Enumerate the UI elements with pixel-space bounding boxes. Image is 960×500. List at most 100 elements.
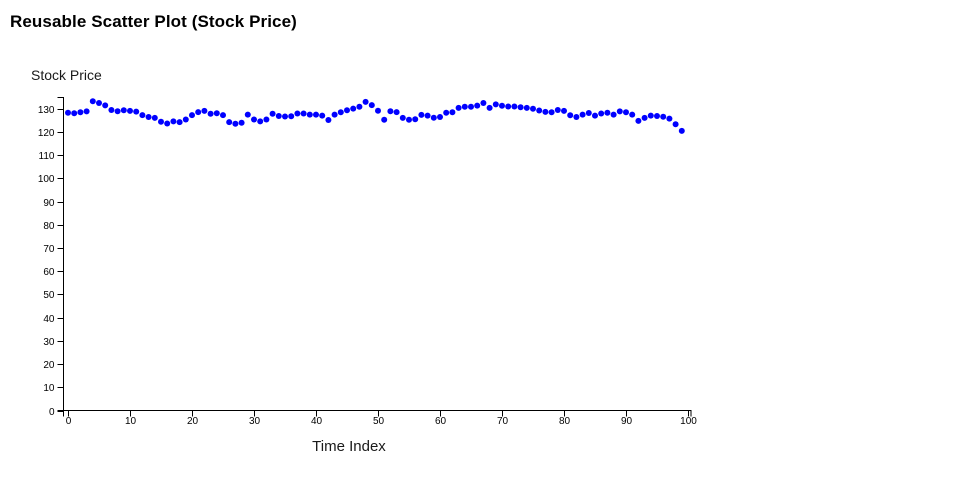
chart-title: Reusable Scatter Plot (Stock Price)	[10, 12, 297, 31]
data-point	[412, 116, 419, 123]
data-point	[139, 112, 146, 119]
data-point	[623, 109, 629, 116]
data-point	[133, 108, 140, 115]
data-point	[511, 103, 518, 110]
y-tick-label: 70	[43, 244, 55, 255]
y-tick-label: 130	[38, 105, 55, 116]
data-point	[654, 113, 660, 119]
data-point	[492, 101, 499, 108]
y-axis-title: Stock Price	[31, 67, 102, 83]
data-point	[418, 111, 425, 118]
data-point	[554, 107, 561, 113]
data-point	[579, 111, 586, 118]
data-point	[164, 120, 171, 127]
data-point	[362, 98, 369, 105]
y-tick-label: 20	[43, 360, 55, 371]
data-point	[251, 116, 257, 123]
x-tick-label: 100	[680, 416, 697, 427]
data-point	[226, 119, 233, 126]
data-point	[306, 111, 313, 118]
data-point	[592, 112, 598, 119]
data-point	[647, 112, 654, 119]
data-point	[151, 114, 158, 121]
data-point	[114, 108, 121, 115]
data-point	[437, 114, 443, 120]
data-point	[480, 100, 487, 106]
data-point	[468, 103, 474, 110]
x-axis-line	[63, 410, 692, 417]
data-point	[660, 113, 667, 120]
data-point	[158, 118, 164, 125]
data-point	[96, 100, 102, 106]
x-tick-label: 90	[621, 416, 633, 427]
data-point	[598, 110, 605, 117]
data-point	[350, 105, 357, 112]
data-point	[182, 116, 189, 123]
data-point	[83, 108, 90, 115]
data-point	[561, 107, 567, 114]
data-point	[325, 117, 332, 123]
data-point	[201, 107, 208, 114]
data-point	[189, 112, 195, 119]
data-point	[486, 104, 493, 111]
data-point	[375, 107, 381, 114]
data-point	[108, 107, 115, 113]
data-point	[288, 113, 295, 120]
data-point	[672, 121, 679, 128]
data-point	[530, 105, 536, 112]
data-point	[517, 104, 524, 111]
data-point	[443, 109, 450, 116]
y-tick-label: 60	[43, 267, 55, 278]
data-point	[294, 110, 301, 117]
data-point	[585, 110, 592, 116]
data-point	[641, 114, 648, 121]
data-point	[319, 112, 326, 119]
data-point	[244, 111, 251, 118]
data-point	[356, 103, 363, 110]
data-point	[610, 111, 617, 118]
x-tick-label: 70	[497, 416, 509, 427]
data-point	[145, 114, 152, 120]
data-point	[213, 110, 220, 117]
y-tick-label: 90	[43, 198, 55, 209]
data-point	[195, 109, 202, 116]
data-point	[542, 108, 549, 115]
data-point	[207, 110, 214, 117]
x-tick-label: 0	[66, 416, 72, 427]
data-point	[523, 104, 530, 111]
data-point	[232, 120, 239, 127]
data-point	[89, 98, 96, 105]
data-point	[536, 107, 543, 114]
x-tick-label: 20	[187, 416, 199, 427]
data-point	[678, 127, 685, 134]
data-point	[474, 102, 481, 109]
data-point	[381, 116, 388, 123]
data-point	[331, 111, 338, 118]
data-point	[393, 109, 400, 116]
data-point	[499, 102, 505, 109]
data-point	[220, 112, 226, 119]
data-point	[77, 109, 84, 116]
y-axis-line	[57, 97, 64, 411]
x-tick-label: 60	[435, 416, 447, 427]
data-point	[635, 117, 642, 124]
data-point	[120, 107, 127, 114]
data-point	[71, 110, 78, 117]
y-tick-label: 120	[38, 128, 55, 139]
y-tick-label: 100	[38, 174, 55, 185]
data-point	[629, 111, 636, 118]
data-point	[461, 103, 468, 110]
x-tick-label: 40	[311, 416, 323, 427]
data-point	[238, 119, 245, 126]
data-point	[337, 109, 344, 116]
data-point	[505, 103, 512, 110]
y-tick-label: 0	[49, 407, 55, 418]
x-axis-title: Time Index	[312, 438, 386, 455]
data-point	[257, 118, 264, 125]
x-tick-label: 30	[249, 416, 261, 427]
data-point	[548, 109, 555, 116]
data-point	[344, 107, 350, 114]
x-tick-label: 80	[559, 416, 571, 427]
